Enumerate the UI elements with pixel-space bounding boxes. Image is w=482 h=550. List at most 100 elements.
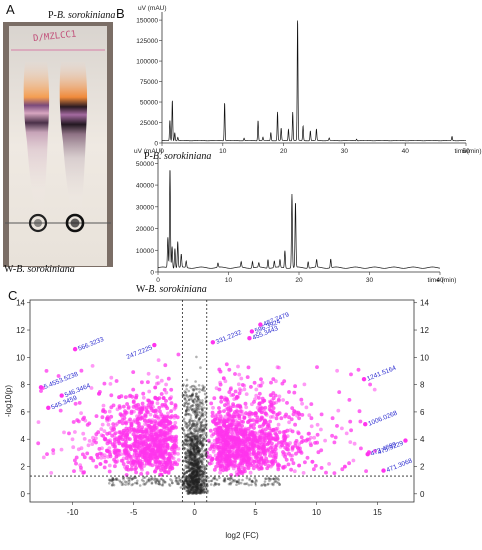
nonsignificant-point	[229, 482, 232, 486]
nonsignificant-point	[171, 481, 174, 485]
significant-point	[271, 410, 276, 415]
significant-point	[56, 374, 61, 378]
significant-point	[276, 422, 281, 427]
nonsignificant-point	[200, 429, 204, 433]
chromatogram-bottom-caption: W-B. sorokiniana	[136, 284, 207, 295]
nonsignificant-point	[195, 420, 199, 424]
significant-point	[277, 430, 282, 435]
significant-point	[333, 435, 338, 440]
volcano-x-tick-label: 15	[373, 508, 382, 517]
nonsignificant-point	[190, 455, 193, 459]
significant-point	[221, 376, 226, 381]
significant-point	[267, 407, 272, 412]
nonsignificant-point	[198, 437, 202, 440]
significant-point	[247, 447, 252, 451]
nonsignificant-point	[198, 400, 202, 404]
significant-point	[256, 396, 261, 400]
nonsignificant-point	[197, 384, 201, 387]
significant-point	[164, 404, 168, 409]
significant-point	[260, 380, 265, 385]
significant-point	[274, 379, 278, 384]
nonsignificant-point	[185, 384, 188, 388]
significant-point	[230, 431, 235, 436]
significant-point	[147, 389, 152, 394]
significant-point	[109, 375, 114, 380]
significant-point	[260, 410, 264, 414]
significant-point	[131, 370, 136, 374]
nonsignificant-point	[226, 477, 230, 481]
significant-point	[296, 446, 300, 450]
significant-point	[230, 450, 235, 454]
significant-point	[222, 409, 226, 413]
chrom-bot-x-axis-label: time (min)	[428, 277, 457, 284]
significant-point	[238, 404, 243, 409]
significant-point	[138, 459, 143, 463]
significant-point	[134, 470, 139, 475]
volcano-x-tick-label: 5	[253, 508, 258, 517]
significant-point	[231, 427, 235, 432]
significant-point	[147, 424, 152, 428]
significant-point	[149, 432, 154, 437]
significant-point	[262, 458, 267, 463]
nonsignificant-point	[183, 459, 186, 463]
significant-point	[263, 452, 267, 457]
significant-point	[249, 437, 254, 442]
significant-point	[98, 451, 102, 456]
chrom-top-y-tick-label: 125000	[136, 38, 158, 45]
significant-point	[145, 471, 150, 475]
significant-point	[102, 465, 107, 470]
significant-point	[133, 441, 138, 445]
significant-point	[224, 441, 228, 445]
significant-point	[214, 464, 219, 469]
nonsignificant-point	[191, 424, 194, 428]
significant-point	[309, 443, 313, 448]
significant-point	[263, 431, 267, 436]
significant-point	[79, 465, 83, 470]
nonsignificant-point	[188, 428, 191, 431]
significant-point	[143, 439, 148, 444]
nonsignificant-point	[192, 400, 195, 404]
significant-point	[261, 422, 266, 427]
significant-point	[229, 423, 234, 428]
significant-point	[150, 463, 155, 468]
significant-point	[293, 422, 297, 427]
chrom-bot-x-tick-label: 30	[366, 277, 374, 284]
significant-point	[224, 362, 229, 367]
nonsignificant-point	[197, 402, 200, 406]
significant-point	[124, 426, 129, 431]
significant-point	[254, 387, 259, 392]
significant-point	[137, 463, 142, 467]
significant-point	[300, 413, 305, 417]
significant-point	[223, 397, 227, 402]
significant-point	[274, 416, 279, 421]
nonsignificant-point	[272, 482, 275, 485]
significant-point	[139, 427, 144, 432]
nonsignificant-point	[195, 485, 198, 489]
significant-point	[169, 409, 174, 413]
significant-point	[166, 411, 170, 416]
significant-point	[112, 457, 116, 462]
significant-point	[162, 425, 167, 430]
significant-point	[240, 383, 245, 387]
significant-point	[233, 372, 237, 376]
significant-point	[250, 431, 255, 435]
significant-point	[156, 358, 161, 362]
nonsignificant-point	[188, 433, 191, 436]
significant-point	[163, 445, 167, 449]
nonsignificant-point	[200, 491, 203, 495]
chromatogram-top-caption: P-B. sorokiniana	[144, 151, 211, 162]
significant-point	[134, 395, 138, 400]
significant-point	[109, 405, 114, 410]
significant-point	[81, 452, 85, 457]
significant-point	[319, 466, 324, 470]
significant-point	[151, 409, 156, 413]
volcano-x-tick-label: 0	[192, 508, 197, 517]
nonsignificant-point	[197, 462, 200, 466]
significant-point	[233, 464, 237, 468]
significant-point	[289, 467, 293, 472]
significant-point	[209, 401, 214, 406]
significant-point	[227, 462, 232, 467]
significant-point	[210, 457, 215, 461]
volcano-x-tick-label: -10	[67, 508, 79, 517]
significant-point	[222, 423, 227, 428]
